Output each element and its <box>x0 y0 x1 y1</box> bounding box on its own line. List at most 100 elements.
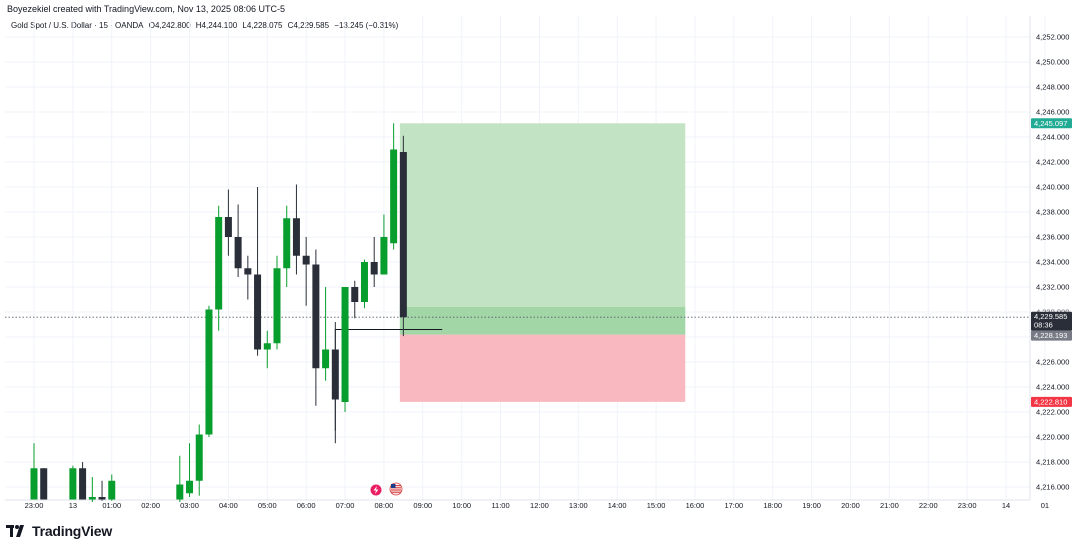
x-tick-label: 16:00 <box>686 501 705 510</box>
x-tick-label: 09:00 <box>413 501 432 510</box>
x-tick-label: 03:00 <box>180 501 199 510</box>
x-tick-label: 15:00 <box>647 501 666 510</box>
x-tick-label: 21:00 <box>880 501 899 510</box>
x-tick-label: 05:00 <box>258 501 277 510</box>
candle-body[interactable] <box>186 480 194 494</box>
candle-body[interactable] <box>360 262 368 302</box>
profit-target-zone[interactable] <box>399 123 686 335</box>
y-tick-label: 4,246.000 <box>1036 108 1069 117</box>
x-tick-label: 01:00 <box>102 501 121 510</box>
entry-price-badge <box>1031 330 1072 341</box>
legend-change: −13.245 (−0.31%) <box>334 21 399 30</box>
candle-body[interactable] <box>331 349 339 400</box>
y-tick-label: 4,234.000 <box>1036 258 1069 267</box>
legend-low: L4,228.075 <box>242 21 283 30</box>
legend-open: O4,242.800 <box>148 21 191 30</box>
candle-body[interactable] <box>234 237 242 269</box>
attribution-text: Boyezekiel created with TradingView.com,… <box>7 4 285 14</box>
candle-body[interactable] <box>370 262 378 275</box>
y-tick-label: 4,248.000 <box>1036 83 1069 92</box>
y-tick-label: 4,232.000 <box>1036 283 1069 292</box>
x-tick-label: 13:00 <box>569 501 588 510</box>
current-price-badge <box>1031 311 1072 331</box>
y-tick-label: 4,244.000 <box>1036 133 1069 142</box>
legend-high: H4,244.100 <box>195 21 238 30</box>
candle-body[interactable] <box>69 468 77 500</box>
tradingview-brand-name: TradingView <box>32 523 113 539</box>
tradingview-logo-icon <box>6 525 24 537</box>
y-tick-label: 4,224.000 <box>1036 383 1069 392</box>
candle-body[interactable] <box>88 497 96 500</box>
y-tick-label: 4,250.000 <box>1036 58 1069 67</box>
x-tick-label: 08:00 <box>375 501 394 510</box>
target-price-badge-text: 4,245.097 <box>1034 119 1067 128</box>
x-tick-label: 10:00 <box>452 501 471 510</box>
flag-canton <box>391 484 396 488</box>
y-tick-label: 4,242.000 <box>1036 158 1069 167</box>
candle-body[interactable] <box>30 468 38 500</box>
symbol-legend[interactable]: Gold Spot / U.S. Dollar · 15 · OANDA O4,… <box>11 21 401 30</box>
candle-body[interactable] <box>302 255 310 265</box>
y-tick-label: 4,252.000 <box>1036 33 1069 42</box>
candle-body[interactable] <box>195 434 203 481</box>
current-price-badge-text: 4,229.585 <box>1034 312 1067 321</box>
candle-body[interactable] <box>254 274 262 350</box>
x-tick-label: 14:00 <box>608 501 627 510</box>
candle-body[interactable] <box>399 152 407 318</box>
candle-body[interactable] <box>224 217 232 237</box>
x-tick-label: 14 <box>1002 501 1010 510</box>
y-tick-label: 4,238.000 <box>1036 208 1069 217</box>
x-tick-label: 01 <box>1041 501 1049 510</box>
candle-body[interactable] <box>341 287 349 402</box>
y-tick-label: 4,222.000 <box>1036 408 1069 417</box>
x-tick-label: 06:00 <box>297 501 316 510</box>
candle-body[interactable] <box>108 480 116 500</box>
candle-body[interactable] <box>176 484 184 500</box>
x-tick-label: 18:00 <box>763 501 782 510</box>
x-tick-label: 12:00 <box>530 501 549 510</box>
candle-body[interactable] <box>283 218 291 269</box>
y-tick-label: 4,226.000 <box>1036 358 1069 367</box>
x-tick-label: 19:00 <box>802 501 821 510</box>
current-price-badge-text: 08:36 <box>1034 321 1053 330</box>
x-tick-label: 11:00 <box>491 501 509 510</box>
candle-body[interactable] <box>205 309 213 435</box>
x-tick-label: 02:00 <box>141 501 160 510</box>
x-tick-label: 23:00 <box>25 501 44 510</box>
x-tick-label: 04:00 <box>219 501 238 510</box>
y-tick-label: 4,220.000 <box>1036 433 1069 442</box>
x-tick-label: 22:00 <box>919 501 938 510</box>
x-tick-label: 13 <box>69 501 77 510</box>
candle-body[interactable] <box>98 497 106 500</box>
candle-body[interactable] <box>263 343 271 350</box>
target-price-badge <box>1031 118 1072 129</box>
candle-body[interactable] <box>273 268 281 344</box>
candle-body[interactable] <box>390 149 398 244</box>
candle-body[interactable] <box>244 268 252 275</box>
y-tick-label: 4,216.000 <box>1036 483 1069 492</box>
x-tick-label: 07:00 <box>336 501 355 510</box>
stop-price-badge-text: 4,222.810 <box>1034 397 1067 406</box>
candle-body[interactable] <box>312 264 320 369</box>
candle-body[interactable] <box>380 237 388 275</box>
x-tick-label: 20:00 <box>841 501 860 510</box>
stop-loss-zone[interactable] <box>399 334 686 402</box>
open-profit-zone <box>399 307 686 335</box>
stop-price-badge <box>1031 396 1072 407</box>
tradingview-logo[interactable]: TradingView <box>6 523 112 539</box>
y-tick-label: 4,236.000 <box>1036 233 1069 242</box>
candle-body[interactable] <box>351 287 359 302</box>
lightning-icon <box>373 486 379 494</box>
candle-body[interactable] <box>215 217 223 310</box>
x-tick-label: 17:00 <box>724 501 743 510</box>
legend-close: C4,229.585 <box>287 21 330 30</box>
candle-body[interactable] <box>292 218 300 256</box>
candle-body[interactable] <box>79 468 87 500</box>
candle-body[interactable] <box>322 349 330 369</box>
y-tick-label: 4,240.000 <box>1036 183 1069 192</box>
legend-symbol: Gold Spot / U.S. Dollar · 15 · OANDA <box>11 21 144 30</box>
y-tick-label: 4,218.000 <box>1036 458 1069 467</box>
candle-body[interactable] <box>40 468 48 500</box>
entry-price-badge-text: 4,228.193 <box>1034 331 1067 340</box>
